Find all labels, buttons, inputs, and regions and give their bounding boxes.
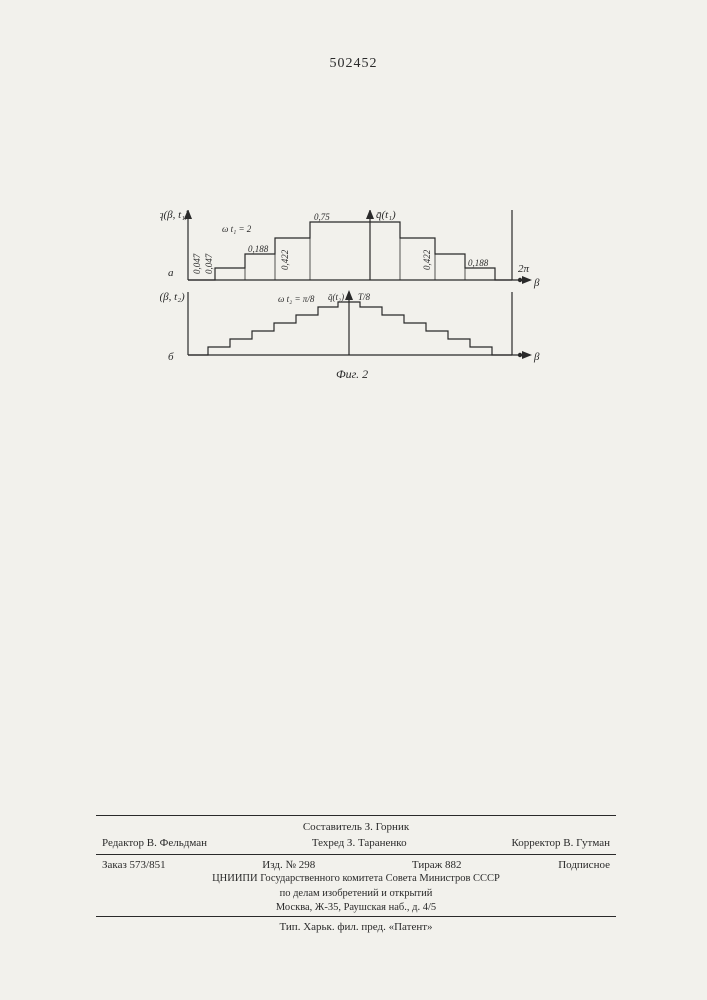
x-arrow-b xyxy=(522,351,532,359)
val-047-2: 0,047 xyxy=(204,253,214,274)
val-75: 0,75 xyxy=(314,212,330,222)
val-188-l: 0,188 xyxy=(248,244,269,254)
figure-2: q(β, t₁) q̄(t₁) а 2π β ω t₁ = 2 0,047 0,… xyxy=(160,210,550,385)
editor: Редактор В. Фельдман xyxy=(102,836,207,851)
figure-caption: Фиг. 2 xyxy=(336,367,368,381)
mid-col-bot-l: q̄(t₂) xyxy=(328,292,344,302)
colophon-credits-row: Редактор В. Фельдман Техред З. Тараненко… xyxy=(96,836,616,851)
omega-b: ω t₂ = π/8 xyxy=(278,294,315,304)
y-label-a: q(β, t₁) xyxy=(160,210,189,221)
x-end-dot-b xyxy=(518,353,522,357)
x-end-b-sym: β xyxy=(533,351,540,363)
x-end-dot-a xyxy=(518,278,522,282)
row-a-label: а xyxy=(168,267,174,279)
publisher-3: Москва, Ж-35, Раушская наб., д. 4/5 xyxy=(276,902,436,913)
mid-col-bot-r: T/8 xyxy=(358,292,371,302)
colophon-compiler-row: Составитель З. Горник xyxy=(96,820,616,835)
rule-3 xyxy=(96,916,616,917)
val-422-l: 0,422 xyxy=(280,249,290,270)
row-b-label: б xyxy=(168,351,174,363)
corrector: Корректор В. Гутман xyxy=(511,836,610,851)
val-422-r: 0,422 xyxy=(422,249,432,270)
step-curve-b xyxy=(188,302,512,355)
techred: Техред З. Тараненко xyxy=(312,836,407,851)
x-end-a: 2π xyxy=(518,263,530,275)
omega-a: ω t₁ = 2 xyxy=(222,224,252,234)
y-label-b: q(β, t₂) xyxy=(160,291,185,303)
rule-1 xyxy=(96,815,616,816)
printer: Тип. Харьк. фил. пред. «Патент» xyxy=(279,921,432,933)
publisher-1: ЦНИИПИ Государственного комитета Совета … xyxy=(212,873,500,884)
compiler: Составитель З. Горник xyxy=(303,821,409,833)
printer-row: Тип. Харьк. фил. пред. «Патент» xyxy=(96,920,616,935)
mid-col-top: q̄(t₁) xyxy=(376,210,396,221)
val-188-r: 0,188 xyxy=(468,258,489,268)
page-number: 502452 xyxy=(0,56,707,72)
publisher-block: ЦНИИПИ Государственного комитета Совета … xyxy=(96,872,616,916)
rule-2 xyxy=(96,854,616,855)
x-arrow-a xyxy=(522,276,532,284)
val-047-1: 0,047 xyxy=(192,253,202,274)
publisher-2: по делам изобретений и открытий xyxy=(280,888,433,899)
x-end-a-sym: β xyxy=(533,277,540,289)
